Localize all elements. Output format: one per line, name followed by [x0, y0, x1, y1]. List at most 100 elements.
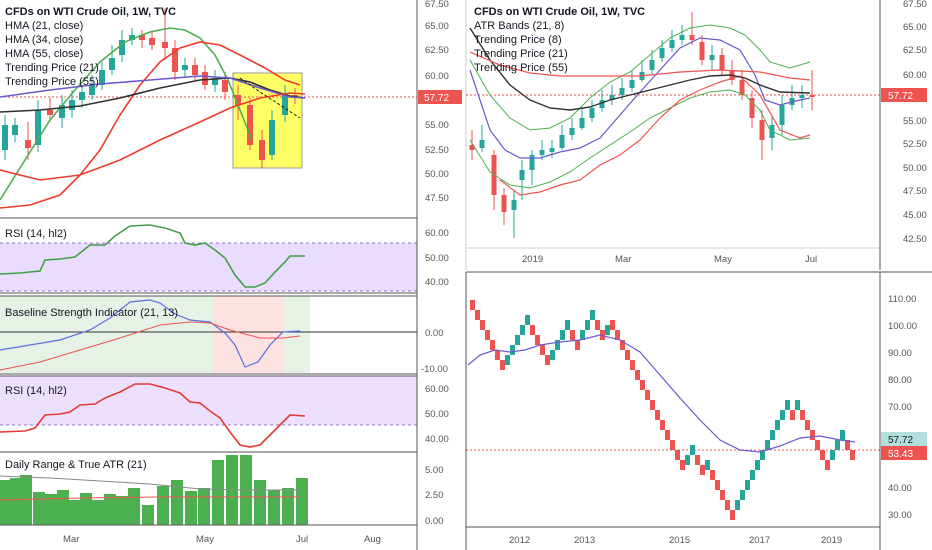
bsi-title[interactable]: Baseline Strength Indicator (21, 13) — [5, 307, 178, 319]
rsi1-line — [0, 224, 305, 288]
candle-body — [659, 48, 665, 58]
renko-brick — [685, 455, 690, 465]
atr-bar — [296, 478, 308, 525]
tr-chart-title[interactable]: CFDs on WTI Crude Oil, 1W, TVC — [474, 6, 645, 18]
rsi1-title[interactable]: RSI (14, hl2) — [5, 228, 67, 240]
atr-bar — [198, 488, 210, 525]
candle-body — [679, 35, 685, 40]
candle-body — [99, 70, 105, 85]
renko-brick — [755, 460, 760, 470]
lp-tick: 65.00 — [425, 21, 449, 32]
renko-brick — [660, 420, 665, 430]
candle-body — [749, 98, 755, 118]
candle-body — [501, 195, 507, 212]
legend-hma55[interactable]: HMA (55, close) — [5, 48, 83, 60]
candle-body — [511, 200, 517, 210]
atr-upper-band — [469, 24, 811, 131]
bottom-right-pane[interactable]: 2012 2013 2015 2017 2019 110.00 100.00 9… — [465, 271, 932, 550]
atr-bar — [282, 488, 294, 525]
renko-brick — [735, 500, 740, 510]
tr-candles — [469, 12, 815, 238]
atr-bar — [45, 494, 57, 525]
lp-atr-tick: 0.00 — [425, 516, 444, 527]
renko-brick — [620, 340, 625, 350]
candle-body — [519, 170, 525, 180]
left-chart-title[interactable]: CFDs on WTI Crude Oil, 1W, TVC — [5, 6, 176, 18]
candle-body — [47, 110, 53, 115]
left-time-scale[interactable]: Mar May Jul Aug — [63, 534, 381, 545]
br-tick: 110.00 — [888, 294, 916, 305]
candle-body — [247, 105, 253, 145]
candle-body — [469, 145, 475, 150]
renko-brick — [780, 410, 785, 420]
renko-brick — [630, 360, 635, 370]
renko-brick — [715, 480, 720, 490]
renko-brick — [640, 380, 645, 390]
lp-tick: 55.00 — [425, 120, 449, 131]
legend-atr-bands[interactable]: ATR Bands (21, 8) — [474, 20, 564, 32]
renko-brick — [515, 335, 520, 345]
atr-bar — [212, 460, 224, 525]
hma34-line — [0, 41, 301, 209]
legend-trend21-tr[interactable]: Trending Price (21) — [474, 48, 568, 60]
legend-trend21[interactable]: Trending Price (21) — [5, 62, 99, 74]
tr-tick: 50.00 — [903, 163, 927, 174]
top-right-pane[interactable]: CFDs on WTI Crude Oil, 1W, TVC ATR Bands… — [465, 0, 932, 270]
renko-brick — [645, 390, 650, 400]
atr-bar — [92, 500, 104, 525]
atr-bar — [68, 500, 80, 525]
lp-tick: 60.00 — [425, 71, 449, 82]
atr-title[interactable]: Daily Range & True ATR (21) — [5, 459, 147, 471]
renko-bricks — [470, 300, 855, 520]
renko-brick — [830, 450, 835, 460]
left-price-scale[interactable]: 67.50 65.00 62.50 60.00 57.50 55.00 52.5… — [416, 0, 462, 550]
renko-brick — [555, 340, 560, 350]
tr-price-tag-text: 57.72 — [888, 91, 913, 102]
candle-body — [129, 35, 135, 40]
candle-body — [192, 65, 198, 75]
renko-brick — [760, 450, 765, 460]
lp-rsi2-tick: 60.00 — [425, 384, 449, 395]
candle-body — [799, 95, 805, 98]
br-x-label: 2012 — [509, 535, 530, 546]
renko-brick — [720, 490, 725, 500]
renko-brick — [590, 310, 595, 320]
left-main-pane[interactable]: CFDs on WTI Crude Oil, 1W, TVC HMA (21, … — [0, 0, 417, 219]
legend-trend55-tr[interactable]: Trending Price (55) — [474, 62, 568, 74]
left-rsi2-pane[interactable]: RSI (14, hl2) — [0, 375, 417, 453]
legend-hma34[interactable]: HMA (34, close) — [5, 34, 83, 46]
renko-brick — [605, 325, 610, 335]
renko-brick — [565, 320, 570, 330]
candle-body — [282, 95, 288, 115]
legend-hma21[interactable]: HMA (21, close) — [5, 20, 83, 32]
rsi2-line — [0, 383, 306, 448]
candle-body — [599, 100, 605, 108]
legend-trend8[interactable]: Trending Price (8) — [474, 34, 562, 46]
candle-body — [182, 65, 188, 70]
rsi2-title[interactable]: RSI (14, hl2) — [5, 385, 67, 397]
lp-atr-tick: 2.50 — [425, 490, 444, 501]
candle-body — [259, 140, 265, 160]
lp-bsi-tick: -10.00 — [421, 364, 448, 375]
left-atr-pane[interactable]: Daily Range & True ATR (21) — [0, 451, 417, 526]
renko-brick — [820, 450, 825, 460]
br-x-label: 2015 — [669, 535, 690, 546]
lp-tick: 62.50 — [425, 45, 449, 56]
renko-brick — [790, 410, 795, 420]
br-price-tag-2 — [881, 446, 927, 460]
left-bsi-pane[interactable]: Baseline Strength Indicator (21, 13) — [0, 295, 417, 375]
candle-body — [59, 105, 65, 118]
renko-brick — [475, 310, 480, 320]
candle-body — [2, 125, 8, 150]
br-x-label: 2017 — [749, 535, 770, 546]
renko-brick — [745, 480, 750, 490]
renko-brick — [595, 320, 600, 330]
candle-body — [559, 135, 565, 148]
renko-brick — [495, 350, 500, 360]
atr-bar — [116, 496, 128, 525]
legend-trend55[interactable]: Trending Price (55) — [5, 76, 99, 88]
candle-body — [149, 38, 155, 45]
left-rsi1-pane[interactable]: RSI (14, hl2) — [0, 217, 417, 294]
candle-body — [549, 148, 555, 152]
